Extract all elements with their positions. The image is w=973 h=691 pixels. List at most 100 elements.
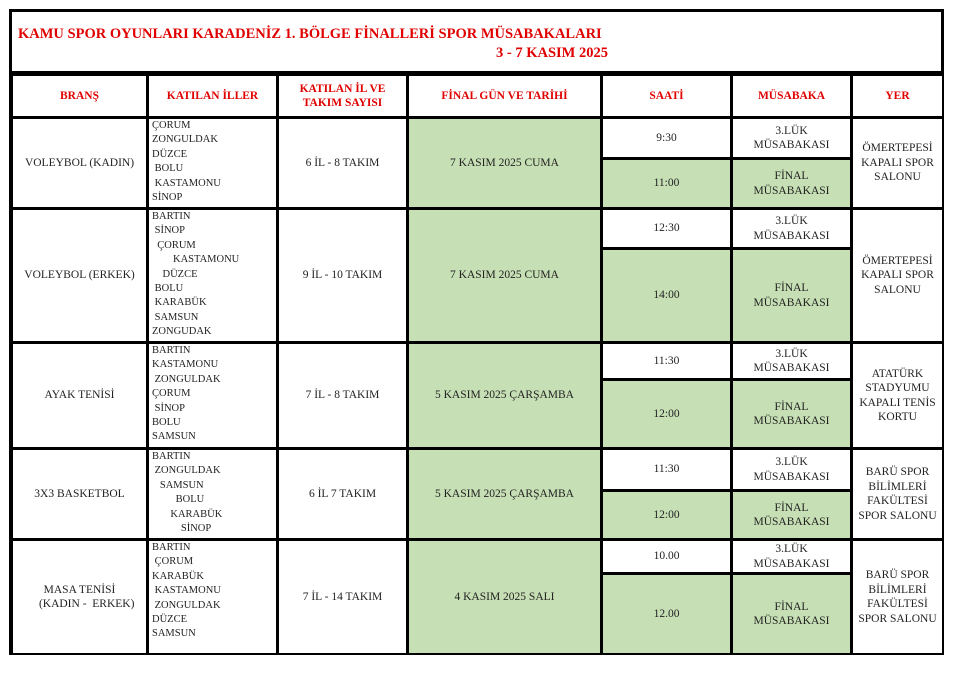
brans-cell-text: MASA TENİSİ (KADIN - ERKEK) [38, 583, 135, 611]
iller-cell: ÇORUM ZONGULDAK DÜZCE BOLU KASTAMONU SİN… [149, 119, 276, 207]
yer-cell-text: ATATÜRK STADYUMU KAPALI TENİS KORTU [859, 367, 936, 424]
header-musabaka-text: MÜSABAKA [757, 89, 826, 102]
iller-cell: BARTIN SİNOP ÇORUM KASTAMONU DÜZCE BOLU … [149, 210, 276, 341]
iller-cell-text: BARTIN ZONGULDAK SAMSUN BOLU KARABÜK SİN… [152, 451, 223, 535]
musabaka-cell-2: FİNAL MÜSABAKASI [733, 492, 850, 538]
yer-cell: ÖMERTEPESİ KAPALI SPOR SALONU [853, 210, 942, 341]
musabaka-cell-1-text: 3.LÜK MÜSABAKASI [753, 347, 830, 375]
brans-cell-text: VOLEYBOL (ERKEK) [24, 269, 135, 282]
musabaka-cell-1: 3.LÜK MÜSABAKASI [733, 210, 850, 247]
yer-cell-text: ÖMERTEPESİ KAPALI SPOR SALONU [861, 254, 934, 296]
sayi-cell: 9 İL - 10 TAKIM [279, 210, 406, 341]
saat-cell-1-text: 11:30 [653, 354, 680, 367]
header-yer-text: YER [885, 89, 910, 102]
sayi-cell-text: 9 İL - 10 TAKIM [302, 269, 383, 282]
header-tarih: FİNAL GÜN VE TARİHİ [409, 76, 600, 116]
saat-cell-1: 11:30 [603, 450, 730, 489]
musabaka-cell-2-text: FİNAL MÜSABAKASI [753, 170, 830, 197]
saat-cell-1: 11:30 [603, 344, 730, 378]
musabaka-cell-2-text: FİNAL MÜSABAKASI [753, 400, 830, 428]
saat-cell-1-text: 9:30 [656, 131, 677, 144]
sayi-cell-text: 7 İL - 8 TAKIM [305, 389, 380, 402]
tarih-cell-text: 7 KASIM 2025 CUMA [450, 156, 559, 169]
yer-cell-text: BARÜ SPOR BİLİMLERİ FAKÜLTESİ SPOR SALON… [858, 569, 937, 625]
header-saat-text: SAATİ [649, 89, 684, 102]
saat-cell-1-text: 11:30 [653, 463, 680, 476]
musabaka-cell-2: FİNAL MÜSABAKASI [733, 160, 850, 207]
saat-cell-2-text: 12:00 [653, 508, 680, 521]
header-tarih-text: FİNAL GÜN VE TARİHİ [441, 89, 568, 102]
header-iller-text: KATILAN İLLER [166, 89, 259, 102]
header-brans-text: BRANŞ [60, 89, 99, 102]
yer-cell: ATATÜRK STADYUMU KAPALI TENİS KORTU [853, 344, 942, 447]
musabaka-cell-2: FİNAL MÜSABAKASI [733, 575, 850, 653]
saat-cell-1-text: 12:30 [653, 222, 680, 235]
tarih-cell-text: 5 KASIM 2025 ÇARŞAMBA [435, 487, 574, 500]
iller-cell-text: ÇORUM ZONGULDAK DÜZCE BOLU KASTAMONU SİN… [152, 120, 221, 204]
schedule-table: KAMU SPOR OYUNLARI KARADENİZ 1. BÖLGE Fİ… [9, 9, 944, 655]
musabaka-cell-2: FİNAL MÜSABAKASI [733, 250, 850, 341]
iller-cell-text: BARTIN SİNOP ÇORUM KASTAMONU DÜZCE BOLU … [152, 211, 240, 338]
brans-cell: 3X3 BASKETBOL [13, 450, 146, 538]
tarih-cell-text: 7 KASIM 2025 CUMA [450, 269, 559, 282]
iller-cell: BARTIN KASTAMONU ZONGULDAK ÇORUM SİNOP B… [149, 344, 276, 447]
saat-cell-2: 12:00 [603, 381, 730, 447]
brans-cell-text: 3X3 BASKETBOL [34, 487, 125, 500]
header-sayi: KATILAN İL VE TAKIM SAYISI [279, 76, 406, 116]
musabaka-cell-1-text: 3.LÜK MÜSABAKASI [753, 456, 830, 483]
saat-cell-1: 10.00 [603, 541, 730, 572]
sayi-cell: 7 İL - 8 TAKIM [279, 344, 406, 447]
saat-cell-2-text: 11:00 [653, 177, 680, 190]
sayi-cell-text: 6 İL 7 TAKIM [308, 487, 377, 500]
yer-cell: ÖMERTEPESİ KAPALI SPOR SALONU [853, 119, 942, 207]
musabaka-cell-2-text: FİNAL MÜSABAKASI [753, 501, 830, 529]
tarih-cell-text: 5 KASIM 2025 ÇARŞAMBA [435, 389, 574, 402]
header-iller: KATILAN İLLER [149, 76, 276, 116]
saat-cell-2: 12:00 [603, 492, 730, 538]
sayi-cell: 6 İL - 8 TAKIM [279, 119, 406, 207]
sayi-cell-text: 6 İL - 8 TAKIM [305, 156, 380, 169]
yer-cell: BARÜ SPOR BİLİMLERİ FAKÜLTESİ SPOR SALON… [853, 450, 942, 538]
brans-cell-text: AYAK TENİSİ [44, 389, 115, 402]
musabaka-cell-2-text: FİNAL MÜSABAKASI [753, 600, 830, 628]
iller-cell: BARTIN ÇORUM KARABÜK KASTAMONU ZONGULDAK… [149, 541, 276, 653]
saat-cell-2-text: 14:00 [653, 289, 680, 302]
saat-cell-2-text: 12.00 [653, 607, 680, 620]
header-musabaka: MÜSABAKA [733, 76, 850, 116]
musabaka-cell-2-text: FİNAL MÜSABAKASI [753, 282, 830, 309]
header-yer: YER [853, 76, 942, 116]
musabaka-cell-1: 3.LÜK MÜSABAKASI [733, 344, 850, 378]
sayi-cell: 7 İL - 14 TAKIM [279, 541, 406, 653]
musabaka-cell-2: FİNAL MÜSABAKASI [733, 381, 850, 447]
iller-cell-text: BARTIN KASTAMONU ZONGULDAK ÇORUM SİNOP B… [152, 345, 221, 443]
tarih-cell: 5 KASIM 2025 ÇARŞAMBA [409, 344, 600, 447]
tarih-cell: 4 KASIM 2025 SALI [409, 541, 600, 653]
header-brans: BRANŞ [13, 76, 146, 116]
brans-cell: VOLEYBOL (ERKEK) [13, 210, 146, 341]
saat-cell-1-text: 10.00 [653, 550, 680, 563]
brans-cell-text: VOLEYBOL (KADIN) [24, 156, 135, 169]
title-cell: KAMU SPOR OYUNLARI KARADENİZ 1. BÖLGE Fİ… [12, 12, 941, 71]
brans-cell: MASA TENİSİ (KADIN - ERKEK) [13, 541, 146, 653]
sayi-cell-text: 7 İL - 14 TAKIM [302, 590, 383, 603]
tarih-cell: 7 KASIM 2025 CUMA [409, 210, 600, 341]
page-title: KAMU SPOR OYUNLARI KARADENİZ 1. BÖLGE Fİ… [18, 26, 602, 42]
yer-cell-text: ÖMERTEPESİ KAPALI SPOR SALONU [861, 142, 934, 184]
saat-cell-2-text: 12:00 [653, 407, 680, 420]
musabaka-cell-1: 3.LÜK MÜSABAKASI [733, 450, 850, 489]
yer-cell: BARÜ SPOR BİLİMLERİ FAKÜLTESİ SPOR SALON… [853, 541, 942, 653]
saat-cell-1: 9:30 [603, 119, 730, 157]
saat-cell-2: 11:00 [603, 160, 730, 207]
header-saat: SAATİ [603, 76, 730, 116]
musabaka-cell-1-text: 3.LÜK MÜSABAKASI [753, 215, 830, 242]
page-subtitle: 3 - 7 KASIM 2025 [496, 45, 608, 61]
tarih-cell: 7 KASIM 2025 CUMA [409, 119, 600, 207]
sayi-cell: 6 İL 7 TAKIM [279, 450, 406, 538]
musabaka-cell-1-text: 3.LÜK MÜSABAKASI [753, 543, 830, 570]
iller-cell: BARTIN ZONGULDAK SAMSUN BOLU KARABÜK SİN… [149, 450, 276, 538]
yer-cell-text: BARÜ SPOR BİLİMLERİ FAKÜLTESİ SPOR SALON… [858, 466, 937, 522]
tarih-cell-text: 4 KASIM 2025 SALI [454, 590, 555, 603]
header-sayi-text: KATILAN İL VE TAKIM SAYISI [299, 82, 386, 110]
saat-cell-2: 14:00 [603, 250, 730, 341]
brans-cell: AYAK TENİSİ [13, 344, 146, 447]
